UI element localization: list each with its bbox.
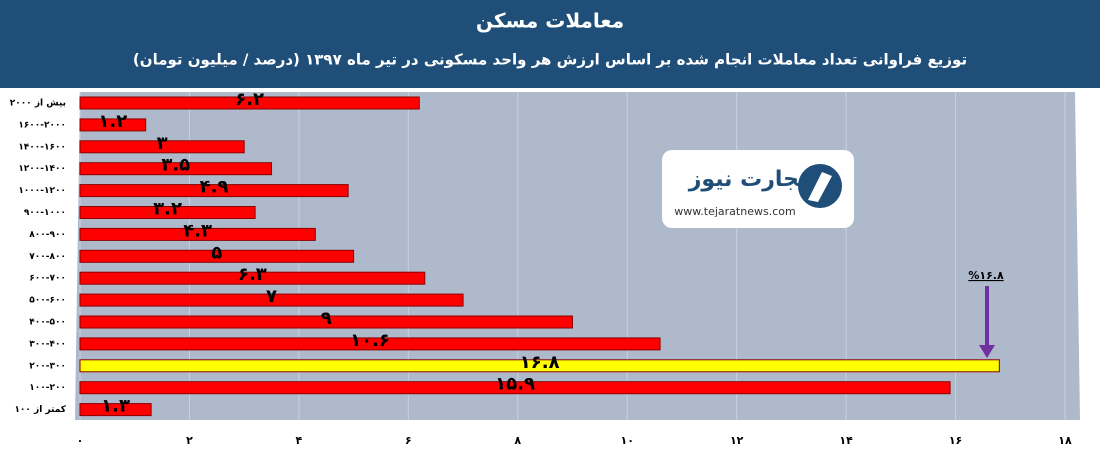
value-label: ۳.۲ bbox=[153, 199, 182, 220]
value-label: ۷ bbox=[266, 286, 277, 307]
y-tick-label: ۱۰۰۰-۱۲۰۰ bbox=[18, 186, 66, 196]
y-tick-label: ۱۴۰۰-۱۶۰۰ bbox=[18, 142, 66, 152]
y-tick-label: ۹۰۰-۱۰۰۰ bbox=[24, 208, 66, 218]
x-tick-label: ۸ bbox=[514, 434, 521, 447]
annotation: %۱۶.۸ bbox=[968, 269, 1004, 282]
value-label: ۶.۲ bbox=[235, 89, 264, 110]
bar bbox=[79, 184, 349, 198]
bar bbox=[79, 206, 256, 219]
bar bbox=[79, 249, 355, 263]
bar bbox=[79, 315, 573, 329]
value-label: ۹ bbox=[321, 308, 332, 329]
logo-icon-mark bbox=[808, 172, 832, 202]
x-tick-label: ۲ bbox=[186, 434, 193, 447]
x-tick-label: ۱۸ bbox=[1058, 434, 1072, 447]
value-label: ۱۵.۹ bbox=[495, 374, 535, 395]
bar bbox=[79, 271, 426, 285]
value-label: ۳.۵ bbox=[161, 155, 190, 176]
y-tick-label: ۱۲۰۰-۱۴۰۰ bbox=[18, 164, 66, 174]
y-tick-label: ۷۰۰-۸۰۰ bbox=[29, 252, 66, 262]
y-tick-label: ۳۰۰-۴۰۰ bbox=[29, 339, 66, 349]
annotation-arrowhead bbox=[979, 345, 995, 358]
y-tick-label: ۸۰۰-۹۰۰ bbox=[29, 230, 66, 240]
value-label: ۴.۳ bbox=[183, 220, 212, 241]
chart-subtitle: توزیع فراوانی تعداد معاملات انجام شده بر… bbox=[133, 51, 967, 69]
value-label: ۳ bbox=[157, 133, 168, 154]
y-tick-label: ۶۰۰-۷۰۰ bbox=[29, 274, 66, 284]
y-tick-label: ۴۰۰-۵۰۰ bbox=[29, 318, 66, 328]
value-label: ۱.۲ bbox=[98, 111, 127, 132]
bar bbox=[79, 162, 273, 176]
logo-url: www.tejaratnews.com bbox=[674, 205, 795, 218]
chart-title: معاملات مسکن bbox=[476, 9, 624, 33]
y-tick-label: ۵۰۰-۶۰۰ bbox=[29, 296, 66, 306]
x-tick-label: ۴ bbox=[296, 434, 303, 447]
value-label: ۱.۳ bbox=[101, 396, 130, 417]
value-label: ۱۶.۸ bbox=[520, 352, 560, 373]
bar bbox=[79, 337, 661, 351]
bar bbox=[79, 96, 420, 110]
bar bbox=[79, 403, 152, 417]
x-tick-label: ۱۶ bbox=[949, 434, 962, 447]
bar bbox=[79, 140, 245, 154]
bar bbox=[79, 359, 1000, 373]
y-tick-label: ۱۶۰۰-۲۰۰۰ bbox=[18, 120, 66, 130]
value-label: ۱۰.۶ bbox=[350, 330, 390, 351]
y-tick-label: ۲۰۰-۳۰۰ bbox=[29, 361, 66, 371]
value-label: ۴.۹ bbox=[200, 177, 229, 198]
x-tick-label: ۱۰ bbox=[621, 434, 634, 447]
header bbox=[0, 0, 1100, 88]
value-label: ۶.۳ bbox=[238, 264, 267, 285]
bar bbox=[79, 227, 316, 241]
logo-name: تجارت نیوز bbox=[688, 167, 808, 192]
x-tick-label: ۶ bbox=[405, 434, 412, 447]
y-tick-label: کمتر از ۱۰۰ bbox=[14, 405, 66, 415]
y-tick-label: ۱۰۰-۲۰۰ bbox=[29, 383, 66, 393]
bar bbox=[79, 293, 464, 307]
y-tick-label: بیش از ۲۰۰۰ bbox=[10, 99, 66, 109]
x-tick-label: ۰ bbox=[77, 434, 84, 447]
bar bbox=[79, 118, 147, 132]
x-tick-label: ۱۲ bbox=[730, 434, 744, 447]
x-tick-label: ۱۴ bbox=[839, 434, 853, 447]
bar bbox=[79, 381, 951, 395]
value-label: ۵ bbox=[211, 242, 222, 263]
